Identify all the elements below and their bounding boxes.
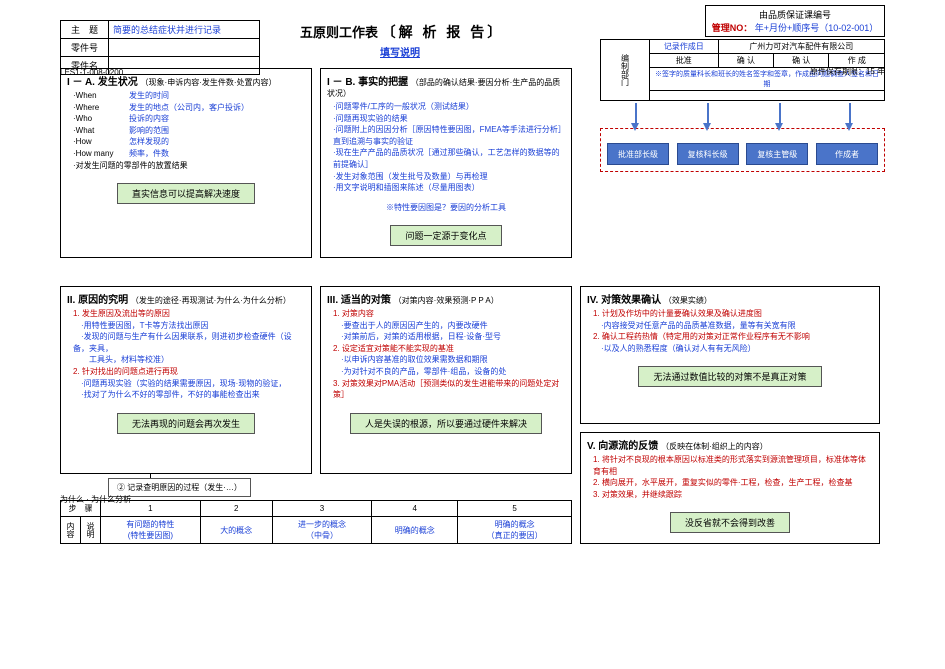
wt-c3: 进一步的概念 （中骨） <box>272 517 372 544</box>
tr-hdr-left: 记录作成日 <box>650 40 719 54</box>
hl-val-1: 简要的总结症状并进行记录 <box>109 21 260 39</box>
wt-side2: 说明 <box>81 517 101 544</box>
wt-c4: 明确的概念 <box>372 517 458 544</box>
secIII-callout: 人是失误的根源，所以要通过硬件来解决 <box>350 413 542 434</box>
secII-title: II. 原因的究明 （发生的途径·再现测试·为什么·为什么分析） <box>67 291 305 306</box>
secV-title: V. 向源流的反馈 （反映在体制·组织上的内容） <box>587 437 873 452</box>
tr-hdr-right: 广州力可对汽车配件有限公司 <box>718 40 884 54</box>
wt-n1: 1 <box>101 501 201 517</box>
tr-side: 编制部门 <box>601 40 650 101</box>
title-report: 〔解 析 报 告〕 <box>382 24 505 40</box>
hl-val-2 <box>109 39 260 57</box>
secIV-t: IV. 对策效果确认 <box>587 295 661 306</box>
wt-steps: 步 骤 <box>61 501 101 517</box>
secB-title: I － B. 事实的把握 （部品的确认结果·要因分析·生产品的品质状况） <box>327 73 565 99</box>
secA-t: I － A. 发生状况 <box>67 77 138 88</box>
quality-label: 管理NO： <box>712 23 753 33</box>
flow-box-4: 作成者 <box>816 143 878 165</box>
secIII-bullets: 1. 对策内容 ·要查出于人的原因因产生的，内要改硬件 ·对策前后，对策的适用根… <box>333 308 565 401</box>
top-right-block: 由品质保证课编号 管理NO： 年+月份+顺序号（10-02-001） 编制部门 … <box>600 5 885 101</box>
secV-t: V. 向源流的反馈 <box>587 441 658 452</box>
section-III: III. 适当的对策 （对策内容·效果预测·P P A） 1. 对策内容 ·要查… <box>320 286 572 474</box>
sub-title: 填写说明 <box>380 44 420 59</box>
secB-t: I － B. 事实的把握 <box>327 77 408 88</box>
secIII-title: III. 适当的对策 （对策内容·效果预测·P P A） <box>327 291 565 306</box>
section-IV: IV. 对策效果确认 （效果实绩） 1. 计划及作坊中的计量要确认效果及确认进度… <box>580 286 880 424</box>
secIV-title: IV. 对策效果确认 （效果实绩） <box>587 291 873 306</box>
secIII-t: III. 适当的对策 <box>327 295 391 306</box>
footer-left: LES1-1-008-0200 <box>60 68 123 77</box>
wt-c5: 明确的概念 （真正的要因） <box>458 517 572 544</box>
title-text: 五原则工作表 <box>300 25 378 40</box>
secB-callout: 问题一定源于变化点 <box>390 225 501 246</box>
secA-p: （现象·申诉内容·发生件数·处置内容） <box>141 78 277 87</box>
section-II: II. 原因的究明 （发生的途径·再现测试·为什么·为什么分析） 1. 发生原因… <box>60 286 312 474</box>
secV-p: （反映在体制·组织上的内容） <box>661 442 768 451</box>
wt-n4: 4 <box>372 501 458 517</box>
flow-diagram: 批准部长级 复核科长级 复核主管级 作成者 <box>600 128 885 172</box>
secII-bullets: 1. 发生原因及流出等的原因 ·用特性要因图，T卡等方法找出原因 ·发现的问题与… <box>73 308 305 401</box>
secV-bullets: 1. 将针对不良现的根本原因以标准类的形式落实到源流管理项目，标准体等体育有相 … <box>593 454 873 500</box>
secII-p: （发生的途径·再现测试·为什么·为什么分析） <box>131 296 291 305</box>
secII-callout: 无法再现的问题会再次发生 <box>117 413 255 434</box>
header-left-table: 主 题 简要的总结症状并进行记录 零件号 零件名 <box>60 20 260 75</box>
secIII-p: （对策内容·效果预测·P P A） <box>394 296 499 305</box>
tr-r2-0: 批准 <box>650 54 719 68</box>
flow-box-1: 批准部长级 <box>607 143 669 165</box>
wt-c1: 有问题的特性 (特性要因图) <box>101 517 201 544</box>
hl-label-1: 主 题 <box>61 21 109 39</box>
secA-extra: ·对发生问题的零部件的放置结果 <box>73 160 305 172</box>
quality-number-box: 由品质保证课编号 管理NO： 年+月份+顺序号（10-02-001） <box>705 5 885 37</box>
tr-r2-1: 确 认 <box>718 54 773 68</box>
hl-label-2: 零件号 <box>61 39 109 57</box>
section-V: V. 向源流的反馈 （反映在体制·组织上的内容） 1. 将针对不良现的根本原因以… <box>580 432 880 544</box>
secIV-bullets: 1. 计划及作坊中的计量要确认效果及确认进度图 ·内容接受对任意产品的品质基准数… <box>593 308 873 354</box>
secIV-callout: 无法通过数值比较的对策不是真正对策 <box>638 366 821 387</box>
section-IA: I － A. 发生状况 （现象·申诉内容·发生件数·处置内容） ·When发生的… <box>60 68 312 258</box>
wt-n3: 3 <box>272 501 372 517</box>
tr-note2 <box>650 91 885 101</box>
secA-bullets: ·When发生的时间 ·Where发生的地点（公司内，客户投诉） ·Who投诉的… <box>73 90 305 171</box>
secII-t: II. 原因的究明 <box>67 295 128 306</box>
secB-bullets: ·问题零件/工序的一般状况（测试结果） ·问题再现实验的结果 ·问题附上的因因分… <box>333 101 565 194</box>
secIV-p: （效果实绩） <box>664 296 712 305</box>
main-title: 五原则工作表 〔解 析 报 告〕 <box>300 22 504 42</box>
wt-side1: 内容 <box>61 517 81 544</box>
quality-top: 由品质保证课编号 <box>710 8 880 21</box>
wt-n2: 2 <box>200 501 272 517</box>
flow-box-2: 复核科长级 <box>677 143 739 165</box>
section-IB: I － B. 事实的把握 （部品的确认结果·要因分析·生产品的品质状况） ·问题… <box>320 68 572 258</box>
secA-callout: 直实信息可以提高解决速度 <box>117 183 255 204</box>
wt-n5: 5 <box>458 501 572 517</box>
footer-right: 原件保存期限：15 年 <box>810 66 885 77</box>
why-why-table: 步 骤 1 2 3 4 5 内容 说明 有问题的特性 (特性要因图) 大的概念 … <box>60 500 572 544</box>
secB-note: ※特性要因图是？要因的分析工具 <box>327 202 565 213</box>
secV-callout: 没反省就不会得到改善 <box>670 512 790 533</box>
flow-box-3: 复核主管级 <box>746 143 808 165</box>
quality-value: 年+月份+顺序号（10-02-001） <box>755 23 879 33</box>
wt-c2: 大的概念 <box>200 517 272 544</box>
